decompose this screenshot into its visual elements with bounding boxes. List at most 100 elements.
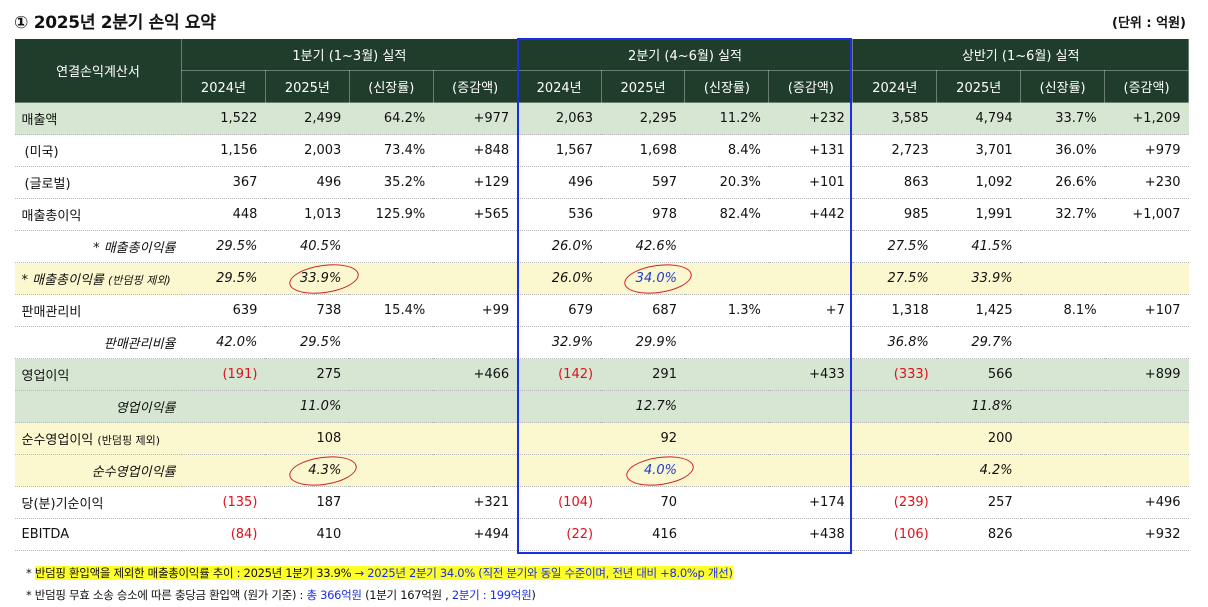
row-label: 매출총이익 xyxy=(14,198,182,231)
table-cell: 448 xyxy=(181,198,266,231)
table-cell: +230 xyxy=(1104,166,1189,199)
table-cell xyxy=(1020,390,1105,423)
footnote-2-text: * 반덤핑 무효 소송 승소에 따른 충당금 환입액 (원가 기준) : xyxy=(26,588,307,602)
table-cell xyxy=(1020,358,1105,391)
table-cell: (333) xyxy=(852,358,937,391)
table-cell xyxy=(684,486,769,519)
row-label: 영업이익률 xyxy=(14,390,182,423)
footnote-1-trend: 반덤핑 환입액을 제외한 매출총이익률 추이 : 2025년 1분기 33.9%… xyxy=(34,566,733,580)
table-cell: 29.5% xyxy=(181,230,266,263)
table-cell: 36.0% xyxy=(1020,134,1105,167)
table-cell: 738 xyxy=(265,294,350,327)
table-row: 영업이익률 11.0% 12.7% 11.8% xyxy=(14,390,1189,423)
col-header: 2024년 xyxy=(181,70,266,103)
table-cell: 41.5% xyxy=(936,230,1021,263)
table-cell: 11.8% xyxy=(936,390,1021,423)
table-cell: 12.7% xyxy=(601,390,685,423)
table-cell xyxy=(349,358,434,391)
table-cell xyxy=(768,422,853,455)
table-row: * 매출총이익률 29.5% 40.5% 26.0% 42.6% 27.5% 41.5% xyxy=(14,230,1189,263)
table-row: (미국) 1,156 2,003 73.4% +848 1,567 1,698 8.4% +13… xyxy=(14,134,1189,167)
table-cell xyxy=(433,454,518,487)
table-cell: 2,063 xyxy=(517,102,602,135)
table-cell: 1,013 xyxy=(265,198,350,231)
table-cell: +99 xyxy=(433,294,518,327)
table-cell: 108 xyxy=(265,422,350,455)
table-cell: 20.3% xyxy=(684,166,769,199)
page-title: ① 2025년 2분기 손익 요약 xyxy=(14,13,216,33)
table-cell: +433 xyxy=(768,358,853,391)
table-cell: 416 xyxy=(601,518,685,551)
table-row: EBITDA (84) 410 +494 (22) 416 +438 (106) 826 +932 xyxy=(14,518,1189,551)
col-header: 2024년 xyxy=(852,70,938,103)
table-cell: +101 xyxy=(768,166,853,199)
table-cell: 35.2% xyxy=(349,166,434,199)
row-label-text: 영업이익률 xyxy=(115,401,176,416)
table-cell xyxy=(1104,390,1189,423)
table-cell: +131 xyxy=(768,134,853,167)
row-label-text: 판매관리비 xyxy=(21,305,82,320)
table-row: * 매출총이익률 (반덤핑 제외) 29.5% 33.9% 26.0% 34.0% 27.… xyxy=(14,262,1189,295)
col-header: (신장률) xyxy=(1020,70,1106,103)
table-cell: +129 xyxy=(433,166,518,199)
table-cell xyxy=(768,454,853,487)
table-cell: 566 xyxy=(936,358,1021,391)
table-cell xyxy=(1104,326,1189,359)
table-cell: 985 xyxy=(852,198,937,231)
row-label-note: (반덤핑 제외) xyxy=(97,434,161,447)
table-cell: 27.5% xyxy=(852,230,937,263)
table-cell xyxy=(684,518,769,551)
table-cell: +979 xyxy=(1104,134,1189,167)
col-header: 2025년 xyxy=(936,70,1022,103)
table-cell: 1,991 xyxy=(936,198,1021,231)
table-cell xyxy=(1020,422,1105,455)
footnote-1: * 반덤핑 환입액을 제외한 매출총이익률 추이 : 2025년 1분기 33.… xyxy=(26,562,733,584)
col-header: 2025년 xyxy=(264,70,350,103)
col-header: (증감액) xyxy=(1104,70,1190,103)
table-cell: 34.0% xyxy=(601,262,685,295)
table-cell: 1.3% xyxy=(684,294,769,327)
table-cell: +1,007 xyxy=(1104,198,1189,231)
table-row: 판매관리비 639 738 15.4% +99 679 687 1.3% +7 1,318 1,42… xyxy=(14,294,1189,327)
footnote-2: * 반덤핑 무효 소송 승소에 따른 충당금 환입액 (원가 기준) : 총 3… xyxy=(26,584,733,606)
table-cell xyxy=(349,486,434,519)
table-cell: 29.9% xyxy=(601,326,685,359)
table-cell xyxy=(517,390,602,423)
table-cell: 1,092 xyxy=(936,166,1021,199)
table-cell: +321 xyxy=(433,486,518,519)
table-row: 판매관리비율 42.0% 29.5% 32.9% 29.9% 36.8% 29.7% xyxy=(14,326,1189,359)
col-header: (신장률) xyxy=(348,70,434,103)
table-cell: 536 xyxy=(517,198,602,231)
table-cell xyxy=(1020,518,1105,551)
table-cell: 29.7% xyxy=(936,326,1021,359)
table-cell xyxy=(1104,262,1189,295)
table-cell: 26.0% xyxy=(517,262,602,295)
table-cell: 978 xyxy=(601,198,685,231)
table-cell xyxy=(1020,230,1105,263)
table-cell xyxy=(433,230,518,263)
corner-header: 연결손익계산서 xyxy=(14,38,182,103)
table-cell xyxy=(852,422,937,455)
table-cell: 639 xyxy=(181,294,266,327)
table-cell: 8.1% xyxy=(1020,294,1105,327)
group-header-h1: 상반기 (1~6월) 실적 xyxy=(852,38,1190,71)
table-cell xyxy=(349,422,434,455)
table-cell: +899 xyxy=(1104,358,1189,391)
table-cell: 42.0% xyxy=(181,326,266,359)
footnotes: * 반덤핑 환입액을 제외한 매출총이익률 추이 : 2025년 1분기 33.… xyxy=(26,562,733,606)
footnote-2-close: ) xyxy=(531,588,536,602)
table-cell: 257 xyxy=(936,486,1021,519)
table-cell xyxy=(1020,454,1105,487)
table-row: 매출액 1,522 2,499 64.2% +977 2,063 2,295 11.2% +23… xyxy=(14,102,1189,135)
table-cell xyxy=(433,422,518,455)
table-cell: 36.8% xyxy=(852,326,937,359)
table-cell xyxy=(181,422,266,455)
table-cell: 2,499 xyxy=(265,102,350,135)
table-cell: 863 xyxy=(852,166,937,199)
table-cell: (106) xyxy=(852,518,937,551)
table-cell: +496 xyxy=(1104,486,1189,519)
table-cell: 410 xyxy=(265,518,350,551)
table-cell: 32.7% xyxy=(1020,198,1105,231)
table-cell: +438 xyxy=(768,518,853,551)
table-cell xyxy=(433,326,518,359)
